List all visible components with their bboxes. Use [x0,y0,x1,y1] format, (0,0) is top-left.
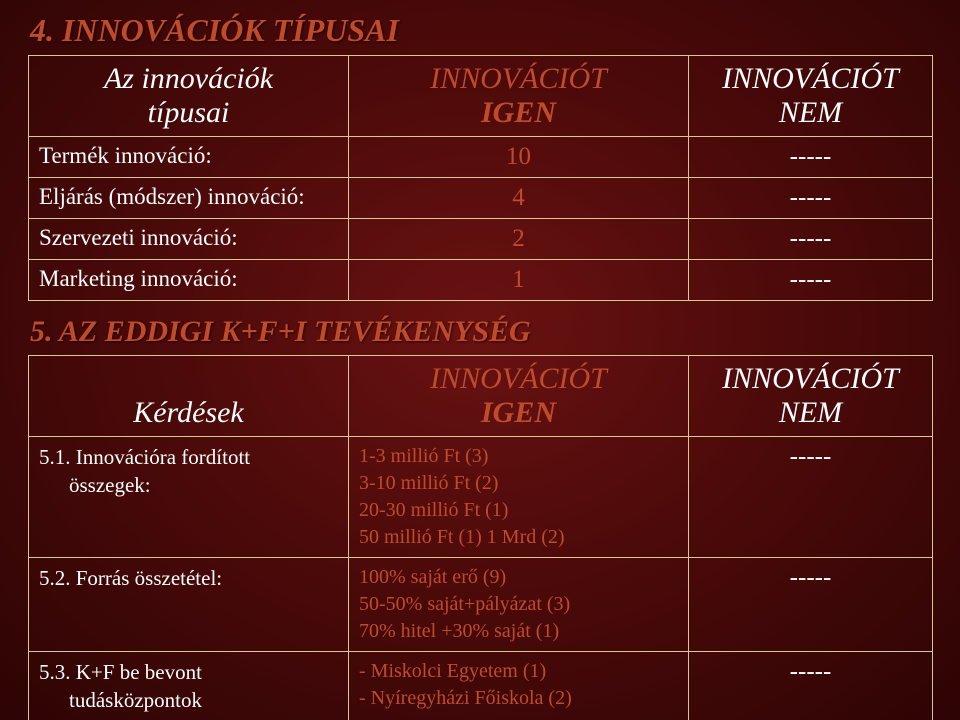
row-value: 4 [349,178,689,219]
row-right: ----- [689,178,933,219]
row-right: ----- [689,219,933,260]
row-value: 1 [349,260,689,301]
row-label: Eljárás (módszer) innováció: [29,178,349,219]
row-right: ----- [689,558,933,652]
row-label: Marketing innováció: [29,260,349,301]
header-yes-line2: IGEN [359,396,678,430]
row-label: Termék innováció: [29,137,349,178]
table-row: 5.1. Innovációra fordított összegek: 1-3… [29,437,933,558]
header-yes: INNOVÁCIÓT IGEN [349,356,689,437]
value-line: 50 millió Ft (1) 1 Mrd (2) [359,524,678,551]
row-value: 2 [349,219,689,260]
row-label-line: tudásközpontok [39,686,338,714]
value-line: - Miskolci Egyetem (1) [359,658,678,685]
header-types: Az innovációk típusai [29,56,349,137]
header-questions-text: Kérdések [39,396,338,430]
table-row: Szervezeti innováció: 2 ----- [29,219,933,260]
table-kf-activity: Kérdések INNOVÁCIÓT IGEN INNOVÁCIÓT NEM … [28,355,933,720]
row-label-line: 5.1. Innovációra fordított [39,443,338,471]
value-line: 70% hitel +30% saját (1) [359,618,678,645]
header-no: INNOVÁCIÓT NEM [689,56,933,137]
value-line: 1-3 millió Ft (3) [359,443,678,470]
table-row: 5.3. K+F be bevont tudásközpontok - Misk… [29,652,933,720]
value-line: 3-10 millió Ft (2) [359,470,678,497]
row-value-lines: 100% saját erő (9) 50-50% saját+pályázat… [349,558,689,652]
row-label: 5.2. Forrás összetétel: [29,558,349,652]
header-yes-line2: IGEN [359,96,678,130]
table-header-row: Kérdések INNOVÁCIÓT IGEN INNOVÁCIÓT NEM [29,356,933,437]
row-value-lines: - Miskolci Egyetem (1) - Nyíregyházi Fői… [349,652,689,720]
section-5-title: 5. AZ EDDIGI K+F+I TEVÉKENYSÉG [30,315,932,349]
header-types-line1: Az innovációk [39,62,338,96]
header-no-line2: NEM [699,396,922,430]
header-yes-line1: INNOVÁCIÓT [359,362,678,396]
table-header-row: Az innovációk típusai INNOVÁCIÓT IGEN IN… [29,56,933,137]
header-no-line2: NEM [699,96,922,130]
row-value: 10 [349,137,689,178]
table-row: Eljárás (módszer) innováció: 4 ----- [29,178,933,219]
table-row: Termék innováció: 10 ----- [29,137,933,178]
row-label: 5.3. K+F be bevont tudásközpontok [29,652,349,720]
table-innovation-types: Az innovációk típusai INNOVÁCIÓT IGEN IN… [28,55,933,301]
section-4-title: 4. INNOVÁCIÓK TÍPUSAI [30,12,932,49]
header-no-line1: INNOVÁCIÓT [699,362,922,396]
table-row: 5.2. Forrás összetétel: 100% saját erő (… [29,558,933,652]
row-label-line: 5.2. Forrás összetétel: [39,564,338,592]
table-row: Marketing innováció: 1 ----- [29,260,933,301]
row-right: ----- [689,260,933,301]
row-label: 5.1. Innovációra fordított összegek: [29,437,349,558]
value-line: - Nyíregyházi Főiskola (2) [359,685,678,712]
value-line: 20-30 millió Ft (1) [359,497,678,524]
value-line: 50-50% saját+pályázat (3) [359,591,678,618]
row-right: ----- [689,437,933,558]
header-types-line2: típusai [39,96,338,130]
header-no: INNOVÁCIÓT NEM [689,356,933,437]
row-right: ----- [689,652,933,720]
row-label-line: összegek: [39,471,338,499]
row-label: Szervezeti innováció: [29,219,349,260]
header-yes: INNOVÁCIÓT IGEN [349,56,689,137]
row-right: ----- [689,137,933,178]
header-no-line1: INNOVÁCIÓT [699,62,922,96]
value-line: 100% saját erő (9) [359,564,678,591]
header-yes-line1: INNOVÁCIÓT [359,62,678,96]
header-questions: Kérdések [29,356,349,437]
row-label-line: 5.3. K+F be bevont [39,658,338,686]
row-value-lines: 1-3 millió Ft (3) 3-10 millió Ft (2) 20-… [349,437,689,558]
